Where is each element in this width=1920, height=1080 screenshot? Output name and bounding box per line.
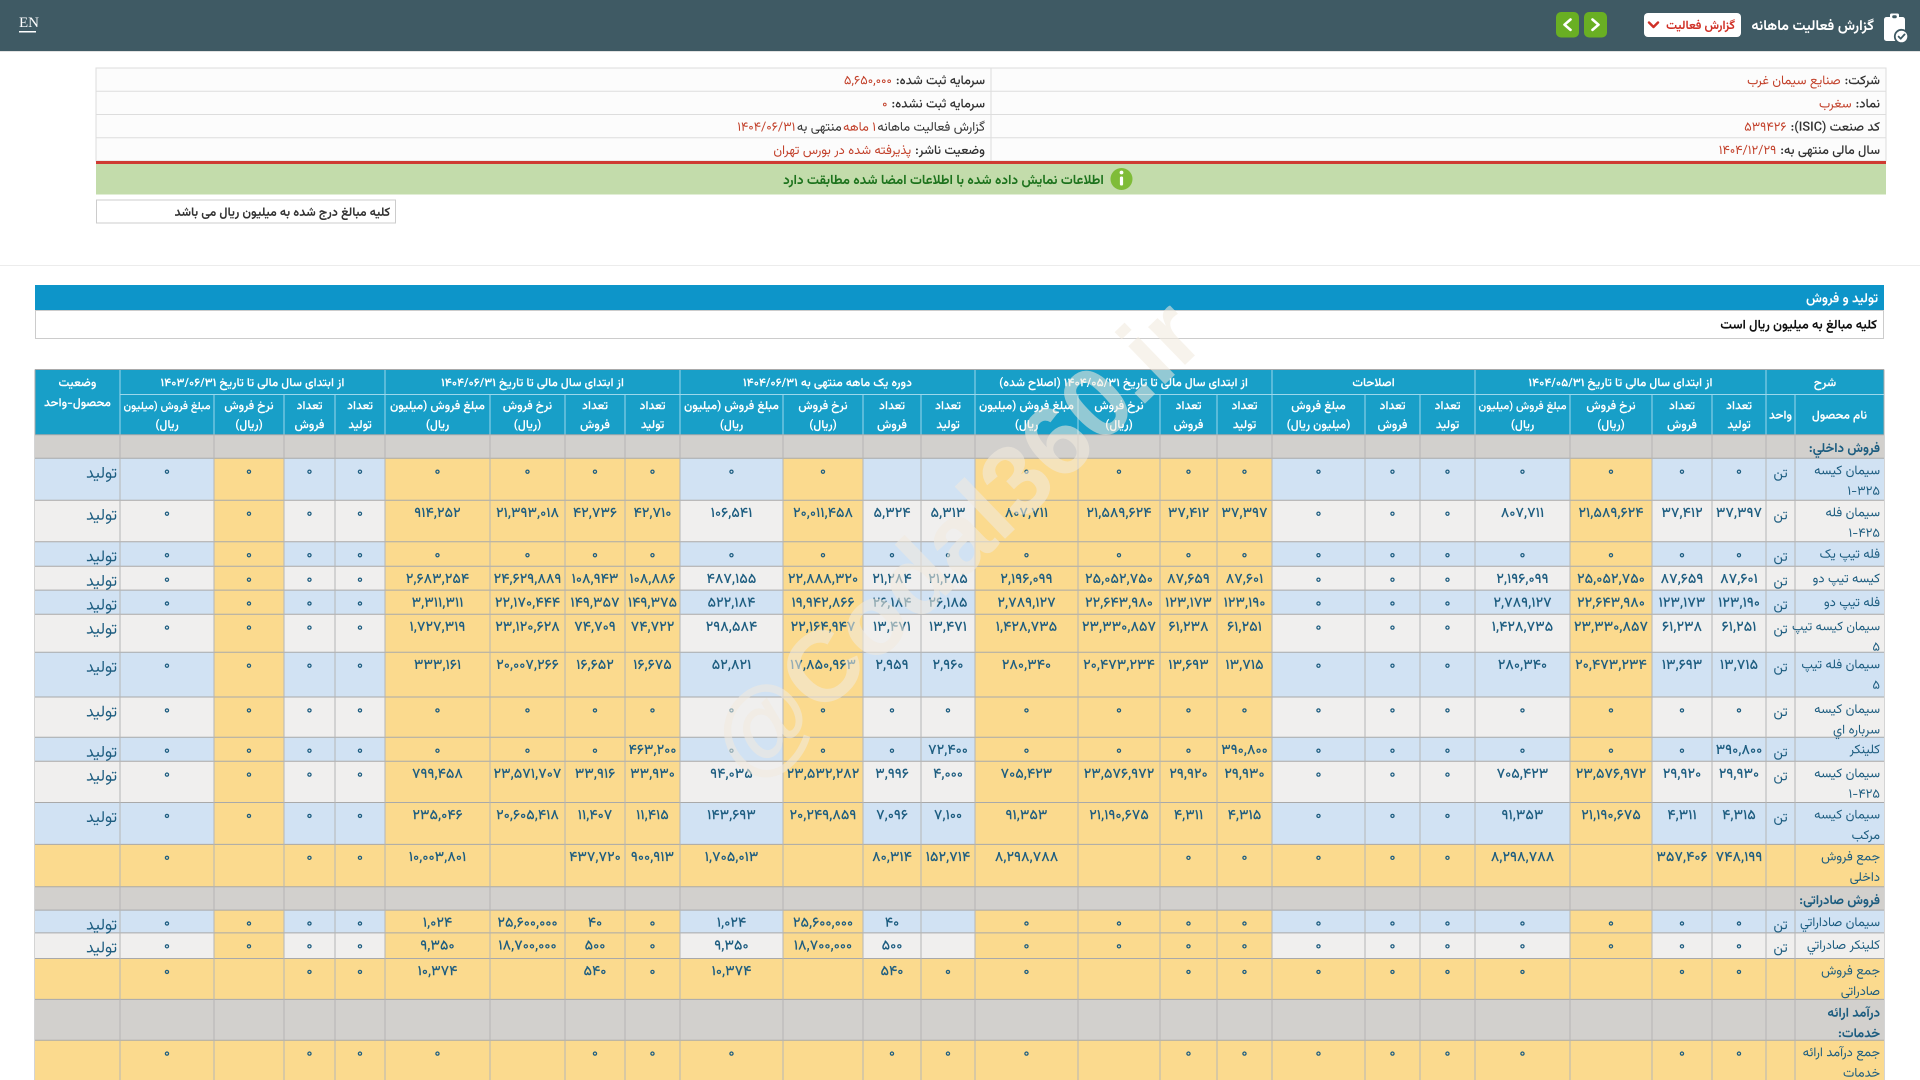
svg-text:EN: EN (19, 15, 39, 31)
